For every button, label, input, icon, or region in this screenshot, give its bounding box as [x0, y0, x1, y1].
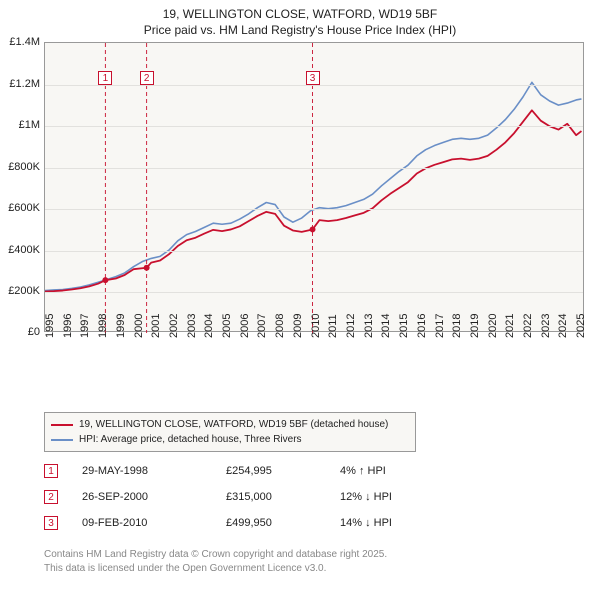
event-row: 1 29-MAY-1998 £254,995 4% ↑ HPI — [44, 458, 450, 484]
y-tick-label: £1.4M — [0, 36, 40, 48]
sale-dot — [310, 227, 316, 233]
event-delta: 4% ↑ HPI — [340, 465, 450, 477]
series-hpi — [45, 83, 581, 291]
legend-swatch-icon — [51, 439, 73, 441]
x-tick-label: 2022 — [522, 314, 534, 338]
x-tick-label: 2000 — [133, 314, 145, 338]
figure: 19, WELLINGTON CLOSE, WATFORD, WD19 5BF … — [0, 0, 600, 590]
x-tick-label: 2021 — [504, 314, 516, 338]
x-tick-label: 2007 — [256, 314, 268, 338]
chart: 123 £0£200K£400K£600K£800K£1M£1.2M£1.4M1… — [44, 42, 584, 372]
footer: Contains HM Land Registry data © Crown c… — [44, 548, 387, 575]
x-tick-label: 2023 — [540, 314, 552, 338]
legend-text: 19, WELLINGTON CLOSE, WATFORD, WD19 5BF … — [79, 417, 388, 432]
x-tick-label: 1996 — [62, 314, 74, 338]
x-tick-label: 2025 — [575, 314, 587, 338]
event-price: £254,995 — [226, 465, 316, 477]
event-marker-icon: 1 — [44, 464, 58, 478]
legend-row: HPI: Average price, detached house, Thre… — [51, 432, 409, 447]
plot-area: 1 2 3 — [44, 42, 584, 332]
x-tick-label: 2015 — [398, 314, 410, 338]
x-tick-label: 2001 — [150, 314, 162, 338]
events-table: 1 29-MAY-1998 £254,995 4% ↑ HPI 2 26-SEP-2000… — [44, 458, 450, 536]
legend: 19, WELLINGTON CLOSE, WATFORD, WD19 5BF … — [44, 412, 416, 452]
sale-marker-label: 2 — [140, 71, 154, 85]
x-tick-label: 2012 — [345, 314, 357, 338]
x-tick-label: 1998 — [97, 314, 109, 338]
title-address: 19, WELLINGTON CLOSE, WATFORD, WD19 5BF — [0, 6, 600, 22]
event-row: 3 09-FEB-2010 £499,950 14% ↓ HPI — [44, 510, 450, 536]
event-date: 29-MAY-1998 — [82, 465, 202, 477]
sale-dot — [144, 265, 150, 271]
event-delta: 12% ↓ HPI — [340, 491, 450, 503]
footer-line: This data is licensed under the Open Gov… — [44, 562, 387, 576]
sale-marker-label: 1 — [98, 71, 112, 85]
x-tick-label: 1997 — [79, 314, 91, 338]
x-tick-label: 2014 — [380, 314, 392, 338]
y-tick-label: £1.2M — [0, 78, 40, 90]
x-tick-label: 2018 — [451, 314, 463, 338]
x-tick-label: 2009 — [292, 314, 304, 338]
y-tick-label: £1M — [0, 119, 40, 131]
y-tick-label: £200K — [0, 285, 40, 297]
gridline — [45, 292, 583, 293]
title-block: 19, WELLINGTON CLOSE, WATFORD, WD19 5BF … — [0, 0, 600, 38]
event-delta: 14% ↓ HPI — [340, 517, 450, 529]
series-price_paid — [45, 111, 581, 292]
x-tick-label: 2019 — [469, 314, 481, 338]
x-tick-label: 2004 — [203, 314, 215, 338]
x-tick-label: 2013 — [363, 314, 375, 338]
gridline — [45, 168, 583, 169]
y-tick-label: £600K — [0, 202, 40, 214]
legend-swatch-icon — [51, 424, 73, 426]
x-tick-label: 2008 — [274, 314, 286, 338]
chart-svg — [45, 43, 585, 333]
x-tick-label: 1999 — [115, 314, 127, 338]
x-tick-label: 2002 — [168, 314, 180, 338]
x-tick-label: 2011 — [327, 315, 339, 339]
sale-marker-label: 3 — [306, 71, 320, 85]
legend-text: HPI: Average price, detached house, Thre… — [79, 432, 302, 447]
x-tick-label: 2010 — [310, 314, 322, 338]
sale-dot — [102, 278, 108, 284]
event-marker-icon: 2 — [44, 490, 58, 504]
x-tick-label: 2017 — [434, 314, 446, 338]
x-tick-label: 2020 — [487, 314, 499, 338]
x-tick-label: 2024 — [557, 314, 569, 338]
gridline — [45, 209, 583, 210]
x-tick-label: 2006 — [239, 314, 251, 338]
y-tick-label: £400K — [0, 244, 40, 256]
y-tick-label: £800K — [0, 161, 40, 173]
event-price: £499,950 — [226, 517, 316, 529]
legend-row: 19, WELLINGTON CLOSE, WATFORD, WD19 5BF … — [51, 417, 409, 432]
gridline — [45, 126, 583, 127]
footer-line: Contains HM Land Registry data © Crown c… — [44, 548, 387, 562]
event-date: 26-SEP-2000 — [82, 491, 202, 503]
event-marker-icon: 3 — [44, 516, 58, 530]
y-tick-label: £0 — [0, 326, 40, 338]
event-date: 09-FEB-2010 — [82, 517, 202, 529]
gridline — [45, 251, 583, 252]
x-tick-label: 1995 — [44, 314, 56, 338]
event-row: 2 26-SEP-2000 £315,000 12% ↓ HPI — [44, 484, 450, 510]
title-sub: Price paid vs. HM Land Registry's House … — [0, 22, 600, 38]
x-tick-label: 2003 — [186, 314, 198, 338]
x-tick-label: 2016 — [416, 314, 428, 338]
x-tick-label: 2005 — [221, 314, 233, 338]
event-price: £315,000 — [226, 491, 316, 503]
